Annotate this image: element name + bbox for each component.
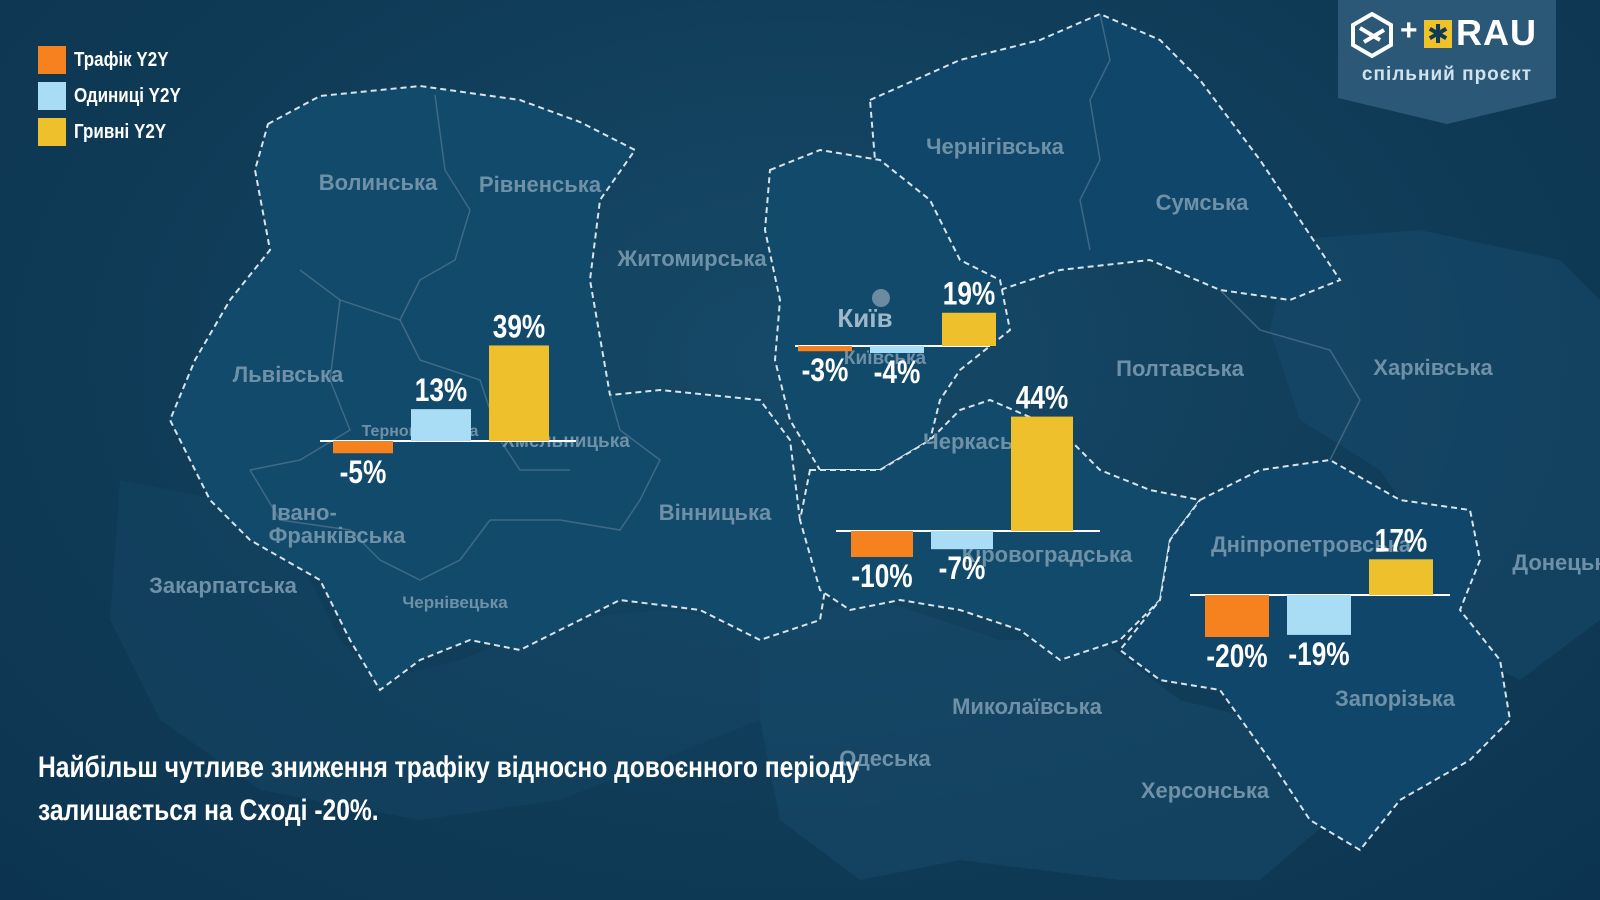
bar-1-2 <box>942 312 996 346</box>
partner-logo: + ✱ RAU спільний проєкт <box>1338 0 1556 124</box>
bar-group-1: -3% -4% 19% <box>795 277 996 391</box>
bar-1-1 <box>870 346 924 353</box>
bar-0-2 <box>489 345 549 441</box>
region-label-14: Івано- <box>271 500 337 525</box>
bar-2-0 <box>851 531 913 557</box>
bar-2-2 <box>1011 416 1073 531</box>
southwest-land-shape <box>110 480 760 820</box>
legend-swatch-units <box>38 82 66 110</box>
bar-label-1-1: -4% <box>874 356 921 391</box>
region-label-24: Запорізька <box>1335 686 1456 711</box>
region-label-4: Сумська <box>1156 190 1250 215</box>
bar-group-2: -10% -7% 44% <box>836 381 1100 595</box>
legend-swatch-traffic <box>38 46 66 74</box>
bar-1-0 <box>798 346 852 352</box>
legend: Трафік Y2Y Одиниці Y2Y Гривні Y2Y <box>38 42 200 150</box>
region-label-11: Харківська <box>1373 355 1493 380</box>
bar-3-0 <box>1205 595 1269 637</box>
south-land-shape <box>760 600 1330 880</box>
bar-label-2-2: 44% <box>1016 381 1069 416</box>
oblast-border-4 <box>490 394 661 531</box>
kyiv-city-marker <box>872 289 890 307</box>
logo-rau-text: RAU <box>1456 12 1537 53</box>
logo-pointer <box>1338 98 1556 124</box>
logo-subtitle: спільний проєкт <box>1361 64 1533 85</box>
bar-label-3-1: -19% <box>1288 638 1349 673</box>
kyiv-dot-icon <box>872 289 890 307</box>
oblast-border-6 <box>1219 289 1361 461</box>
legend-item-uah: Гривні Y2Y <box>38 114 200 150</box>
region-label-13: Вінницька <box>659 500 772 525</box>
region-label-23: Херсонська <box>1141 778 1270 803</box>
kyiv-region <box>763 148 1012 471</box>
bar-3-2 <box>1369 559 1433 595</box>
region-label-8: Київ <box>837 303 892 333</box>
east-land-shape <box>1270 230 1600 680</box>
oblast-border-5 <box>1079 13 1111 251</box>
region-label-10: Полтавська <box>1116 356 1244 381</box>
region-label-17: Чернівецька <box>402 593 508 612</box>
caption-line-2: залишається на Сході -20%. <box>38 794 379 827</box>
region-label-1: Рівненська <box>479 172 602 197</box>
legend-label-traffic: Трафік Y2Y <box>74 48 169 71</box>
oblast-border-2 <box>249 299 351 471</box>
bar-2-1 <box>931 531 993 550</box>
region-label-22: Одеська <box>839 746 931 771</box>
logo-star-icon: ✱ <box>1424 20 1452 48</box>
bar-label-2-1: -7% <box>939 552 986 587</box>
region-label-21: Миколаївська <box>952 694 1103 719</box>
east-region <box>1118 458 1512 852</box>
bar-label-2-0: -10% <box>851 560 912 595</box>
bar-label-3-2: 17% <box>1375 524 1428 559</box>
region-label-16: Закарпатська <box>149 573 297 598</box>
bar-label-1-0: -3% <box>802 354 849 389</box>
bar-label-0-0: -5% <box>340 456 387 491</box>
caption-line-1: Найбільш чутливе зниження трафіку віднос… <box>38 751 860 784</box>
bar-group-3: -20% -19% 17% <box>1190 524 1450 675</box>
region-label-5: Львівська <box>233 362 344 387</box>
legend-item-traffic: Трафік Y2Y <box>38 42 200 78</box>
bar-label-3-0: -20% <box>1206 640 1267 675</box>
region-label-19: Дніпропетровська <box>1211 532 1412 557</box>
region-label-2: Житомирська <box>616 246 767 271</box>
bar-3-1 <box>1287 595 1351 635</box>
hexagon-logo-icon <box>1351 12 1393 58</box>
bar-charts: -5% 13% 39% -3% -4% 19% -10% -7% 44% -20% -19% 17% <box>320 277 1450 675</box>
bar-group-0: -5% 13% 39% <box>320 310 576 491</box>
oblast-border-0 <box>299 94 471 321</box>
legend-label-units: Одиниці Y2Y <box>74 84 181 107</box>
region-label-20: Донецька <box>1512 550 1600 575</box>
north-region <box>868 12 1342 302</box>
region-label-3: Чернігівська <box>926 134 1065 159</box>
bar-0-0 <box>333 441 393 454</box>
legend-item-units: Одиниці Y2Y <box>38 78 200 114</box>
bar-label-1-2: 19% <box>943 277 996 312</box>
region-label-0: Волинська <box>319 170 438 195</box>
background-land <box>110 230 1600 880</box>
caption: Найбільш чутливе зниження трафіку віднос… <box>38 746 859 832</box>
oblast-border-3 <box>249 469 491 581</box>
bar-label-0-2: 39% <box>493 310 546 345</box>
region-label-15: Франківська <box>269 523 407 548</box>
region-label-9: Київська <box>844 348 927 369</box>
legend-label-uah: Гривні Y2Y <box>74 120 167 143</box>
logo-plus: + <box>1400 14 1418 47</box>
bar-label-0-1: 13% <box>415 374 468 409</box>
legend-swatch-uah <box>38 118 66 146</box>
bar-0-1 <box>411 409 471 441</box>
